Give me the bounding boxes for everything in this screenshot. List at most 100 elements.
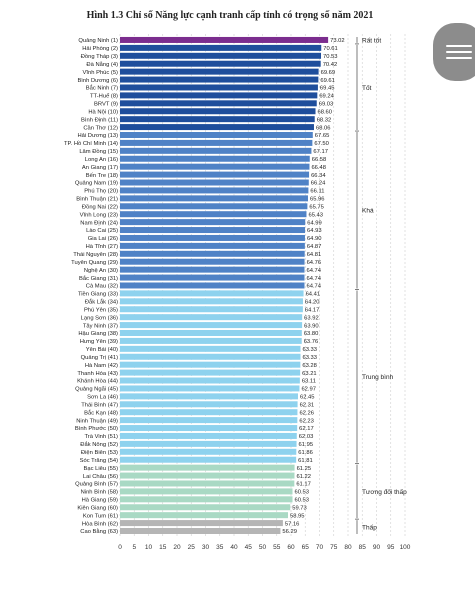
x-tick-label: 55 <box>273 544 281 551</box>
bar <box>120 250 305 257</box>
bars <box>120 36 329 534</box>
value-label: 66.24 <box>311 181 326 187</box>
value-label: 65.96 <box>310 197 325 203</box>
category-label: An Giang (17) <box>82 165 118 171</box>
x-tick-label: 35 <box>216 544 224 551</box>
category-label: Nghệ An (30) <box>84 268 118 274</box>
bar <box>120 124 314 131</box>
bar <box>120 488 293 495</box>
x-tick-label: 75 <box>330 544 338 551</box>
value-label: 62.31 <box>300 402 315 408</box>
category-label: Đà Nẵng (4) <box>86 61 118 68</box>
value-label: 66.58 <box>312 157 327 163</box>
category-label: Thái Nguyên (28) <box>73 252 118 258</box>
bar <box>120 337 302 344</box>
x-tick-label: 60 <box>287 544 295 551</box>
value-label: 63.80 <box>304 331 319 337</box>
value-label: 63.33 <box>302 347 317 353</box>
category-label: Tiền Giang (33) <box>78 292 118 298</box>
value-label: 67.50 <box>314 141 329 147</box>
bar <box>120 139 313 146</box>
value-label: 69.03 <box>319 102 334 108</box>
x-tick-label: 100 <box>400 544 411 551</box>
value-label: 66.34 <box>311 173 326 179</box>
category-label: Hà Tĩnh (27) <box>86 244 119 250</box>
x-tick-label: 0 <box>118 544 122 551</box>
value-label: 61.86 <box>298 450 313 456</box>
x-axis: 0 5 10 15 20 25 30 35 40 45 50 55 60 65 70 75 80 85 90 95 10… <box>118 544 411 551</box>
bar <box>120 448 297 455</box>
value-label: 63.90 <box>304 323 319 329</box>
bar <box>120 155 310 162</box>
category-label: Hải Dương (13) <box>77 133 118 139</box>
value-label: 63.28 <box>302 363 317 369</box>
value-label: 66.48 <box>311 165 326 171</box>
x-tick-label: 30 <box>202 544 210 551</box>
category-label: Thái Bình (47) <box>81 402 118 408</box>
value-label: 73.02 <box>330 38 345 44</box>
value-label: 57.16 <box>285 521 300 527</box>
bar <box>120 211 307 218</box>
value-label: 60.53 <box>295 490 310 496</box>
bar <box>120 163 310 170</box>
category-label: Vĩnh Long (23) <box>80 212 118 218</box>
bar <box>120 314 303 321</box>
bar <box>120 330 302 336</box>
bar <box>120 377 300 384</box>
group-label: Tương đối thấp <box>362 487 407 496</box>
value-label: 63.92 <box>304 315 319 321</box>
value-label: 63.76 <box>304 339 319 345</box>
group-markers: Rất tốt Tốt Khá Trung bình Tương đối thấp Thấ… <box>355 35 407 534</box>
menu-button[interactable] <box>433 23 475 81</box>
value-label: 63.11 <box>302 379 316 385</box>
bar <box>120 227 306 234</box>
category-label: TT-Huế (8) <box>90 94 118 100</box>
bar <box>120 282 305 289</box>
value-label: 64.87 <box>307 244 322 250</box>
category-label: Quảng Bình (57) <box>75 482 118 488</box>
value-label: 61.81 <box>298 458 313 464</box>
category-label: Kon Tum (61) <box>83 513 118 519</box>
bar <box>120 274 305 281</box>
category-label: Cần Thơ (12) <box>83 125 118 131</box>
bar <box>120 68 319 75</box>
category-label: Phú Thọ (20) <box>84 189 118 195</box>
bar <box>120 464 295 471</box>
category-label: Sóc Trăng (54) <box>80 458 118 464</box>
category-label: Bình Định (11) <box>81 117 118 123</box>
bar <box>120 369 301 376</box>
bar <box>120 76 319 83</box>
value-label: 64.41 <box>306 292 321 298</box>
x-tick-label: 15 <box>159 544 167 551</box>
value-label: 61.22 <box>296 474 311 480</box>
x-tick-label: 95 <box>387 544 395 551</box>
category-label: Gia Lai (26) <box>88 236 118 242</box>
group-label: Khá <box>362 208 374 215</box>
category-label: Điện Biên (53) <box>81 450 118 456</box>
x-tick-label: 65 <box>302 544 310 551</box>
bar <box>120 456 297 463</box>
bar <box>120 496 293 503</box>
x-tick-label: 50 <box>259 544 267 551</box>
category-label: Khánh Hòa (44) <box>77 379 118 385</box>
category-label: Lạng Sơn (36) <box>81 315 118 321</box>
category-label: Sơn La (46) <box>87 395 118 401</box>
x-tick-label: 85 <box>359 544 367 551</box>
category-label: Lào Cai (25) <box>86 228 118 234</box>
bar <box>120 100 317 107</box>
value-label: 64.20 <box>305 300 320 306</box>
bar <box>120 266 305 273</box>
value-label: 67.17 <box>313 149 328 155</box>
category-label: Hà Giang (59) <box>82 498 118 504</box>
value-label: 56.29 <box>282 529 297 535</box>
group-label: Trung bình <box>362 374 394 381</box>
value-label: 70.53 <box>323 54 338 60</box>
x-tick-label: 70 <box>316 544 324 551</box>
value-label: 62.17 <box>299 426 314 432</box>
category-label: Tuyên Quang (29) <box>71 260 118 266</box>
labels: Quảng Ninh (1) 73.02 Hải Phòng (2) 70.61 Đồn… <box>64 38 345 535</box>
category-label: Yên Bái (40) <box>86 347 118 353</box>
value-label: 69.69 <box>321 70 336 76</box>
value-label: 63.21 <box>302 371 317 377</box>
value-label: 69.24 <box>319 94 334 100</box>
